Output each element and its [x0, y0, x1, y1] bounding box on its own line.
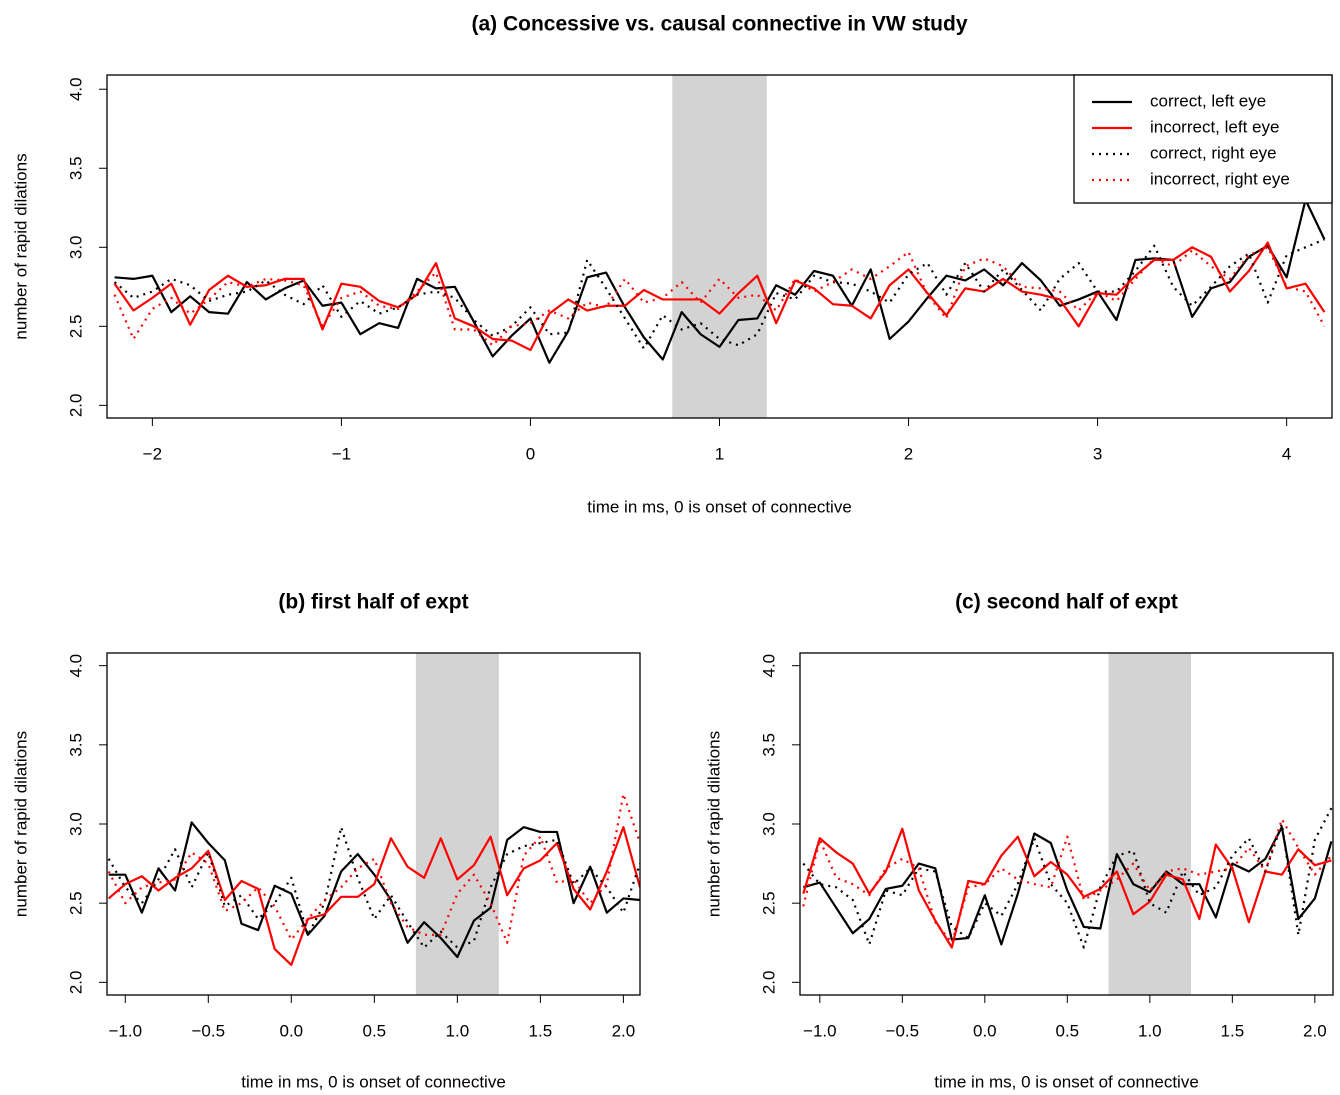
y-tick-label: 2.5 — [66, 315, 85, 339]
x-tick-label: −0.5 — [886, 1021, 920, 1040]
y-tick-label: 2.5 — [66, 891, 85, 915]
x-tick-label: 0 — [526, 444, 535, 463]
x-axis-label: time in ms, 0 is onset of connective — [587, 497, 852, 516]
x-tick-label: 1 — [715, 444, 724, 463]
x-tick-label: −1.0 — [803, 1021, 837, 1040]
chart-title: (b) first half of expt — [278, 591, 468, 614]
y-tick-label: 2.5 — [759, 891, 778, 915]
x-tick-label: 2.0 — [612, 1021, 636, 1040]
series-line — [802, 807, 1333, 949]
series-line — [108, 821, 640, 959]
series-group — [802, 807, 1333, 949]
legend-label: incorrect, right eye — [1150, 169, 1290, 188]
panel: (a) Concessive vs. causal connective in … — [11, 13, 1333, 516]
panel: (b) first half of expt time in ms, 0 is o… — [11, 591, 641, 1091]
x-tick-label: 4 — [1282, 444, 1291, 463]
y-tick-label: 2.0 — [66, 394, 85, 418]
series-line — [114, 198, 1326, 364]
series-line — [107, 792, 640, 944]
highlight-band — [415, 653, 499, 995]
plot-frame — [106, 652, 641, 996]
x-tick-label: −1.0 — [108, 1021, 142, 1040]
y-tick-label: 4.0 — [66, 654, 85, 678]
y-tick-label: 3.0 — [66, 235, 85, 259]
legend-box — [1073, 74, 1333, 204]
plot-frame — [799, 652, 1334, 996]
series-line — [802, 826, 1333, 946]
panel: (c) second half of expt time in ms, 0 is … — [704, 591, 1334, 1091]
legend-label: correct, right eye — [1150, 143, 1277, 162]
legend-label: incorrect, left eye — [1150, 117, 1279, 136]
y-tick-label: 2.0 — [759, 971, 778, 995]
legend: correct, left eye incorrect, left eye corr… — [1073, 74, 1333, 204]
x-axis-label: time in ms, 0 is onset of connective — [241, 1072, 506, 1091]
x-tick-label: 1.0 — [446, 1021, 470, 1040]
y-tick-label: 3.5 — [66, 156, 85, 180]
series-line — [107, 826, 640, 967]
x-tick-label: 1.0 — [1138, 1021, 1162, 1040]
x-tick-label: 0.5 — [1056, 1021, 1080, 1040]
x-tick-label: −1 — [332, 444, 351, 463]
series-group — [107, 792, 640, 967]
highlight-band — [672, 75, 767, 418]
x-tick-label: 1.5 — [1221, 1021, 1245, 1040]
x-tick-label: 0.0 — [279, 1021, 303, 1040]
x-tick-label: 0.5 — [363, 1021, 387, 1040]
plot-frame — [106, 74, 1333, 419]
y-axis-label: number of rapid dilations — [704, 731, 723, 917]
x-tick-label: 2.0 — [1303, 1021, 1327, 1040]
legend-label: correct, left eye — [1150, 91, 1266, 110]
x-tick-label: 0.0 — [973, 1021, 997, 1040]
x-tick-label: 1.5 — [529, 1021, 553, 1040]
y-axis-label: number of rapid dilations — [11, 153, 30, 339]
y-tick-label: 3.5 — [759, 733, 778, 757]
x-tick-label: 3 — [1093, 444, 1102, 463]
y-tick-label: 3.0 — [66, 812, 85, 836]
series-group — [113, 198, 1326, 364]
highlight-band — [1108, 653, 1192, 995]
y-tick-label: 4.0 — [759, 654, 778, 678]
series-line — [802, 827, 1332, 949]
x-axis-label: time in ms, 0 is onset of connective — [934, 1072, 1199, 1091]
series-line — [113, 246, 1326, 347]
y-tick-label: 3.5 — [66, 733, 85, 757]
x-tick-label: −0.5 — [192, 1021, 226, 1040]
chart-title: (a) Concessive vs. causal connective in … — [471, 13, 967, 36]
chart-title: (c) second half of expt — [955, 591, 1178, 614]
x-tick-label: 2 — [904, 444, 913, 463]
y-tick-label: 4.0 — [66, 77, 85, 101]
y-axis-label: number of rapid dilations — [11, 731, 30, 917]
series-line — [802, 818, 1333, 944]
y-tick-label: 3.0 — [759, 812, 778, 836]
y-tick-label: 2.0 — [66, 971, 85, 995]
x-tick-label: −2 — [143, 444, 162, 463]
